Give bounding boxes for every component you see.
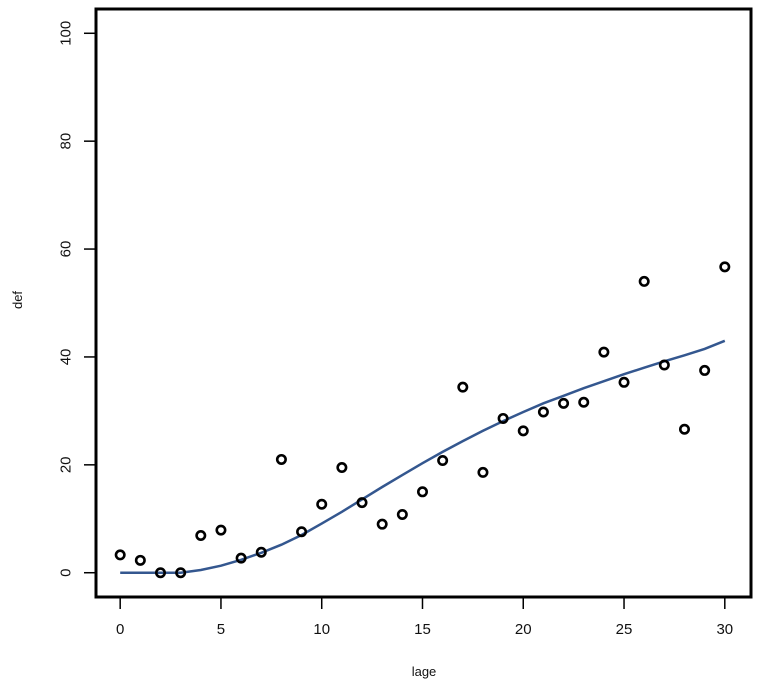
data-point — [134, 554, 146, 566]
x-tick-label: 0 — [116, 621, 124, 638]
data-point — [558, 397, 570, 409]
data-point — [154, 567, 166, 579]
data-point — [296, 526, 308, 538]
data-point — [316, 498, 328, 510]
fit-line — [120, 339, 726, 574]
y-tick-label: 60 — [58, 241, 75, 258]
y-tick-label: 100 — [58, 21, 75, 46]
data-point — [497, 412, 509, 424]
x-tick-label: 5 — [217, 621, 225, 638]
data-point — [618, 376, 630, 388]
data-point — [678, 423, 690, 435]
data-point — [275, 453, 287, 465]
data-point — [517, 425, 529, 437]
data-point — [416, 486, 428, 498]
plot-frame — [94, 7, 753, 599]
y-tick-label: 40 — [58, 349, 75, 366]
data-point — [336, 462, 348, 474]
x-axis-title: lage — [412, 664, 437, 679]
data-point — [396, 508, 408, 520]
y-axis: 0 20 40 60 80 100 — [58, 21, 96, 577]
data-point — [457, 381, 469, 393]
data-point — [356, 497, 368, 509]
x-tick-label: 30 — [716, 621, 733, 638]
x-tick-label: 10 — [313, 621, 330, 638]
data-point — [477, 466, 489, 478]
data-point — [215, 524, 227, 536]
y-tick-label: 0 — [58, 569, 75, 577]
y-tick-label: 20 — [58, 456, 75, 473]
data-point — [658, 359, 670, 371]
x-tick-label: 20 — [515, 621, 532, 638]
data-point — [255, 546, 267, 558]
x-axis: 0 5 10 15 20 25 30 — [116, 597, 733, 638]
data-point — [437, 455, 449, 467]
data-point — [699, 364, 711, 376]
x-tick-label: 15 — [414, 621, 431, 638]
data-point — [376, 518, 388, 530]
data-point — [235, 552, 247, 564]
data-point — [638, 275, 650, 287]
y-axis-title: def — [10, 291, 25, 309]
data-point — [175, 567, 187, 579]
data-point — [195, 530, 207, 542]
data-point — [114, 549, 126, 561]
data-point — [537, 406, 549, 418]
data-point — [598, 346, 610, 358]
x-tick-label: 25 — [616, 621, 633, 638]
y-tick-label: 80 — [58, 133, 75, 150]
data-point — [719, 261, 731, 273]
data-points — [114, 261, 731, 579]
data-point — [578, 396, 590, 408]
